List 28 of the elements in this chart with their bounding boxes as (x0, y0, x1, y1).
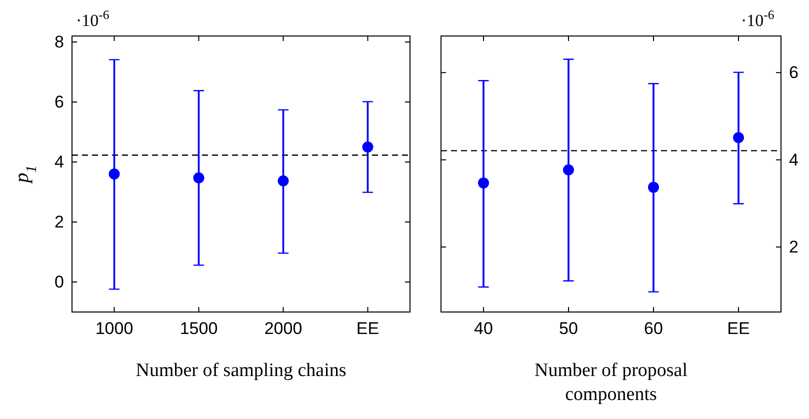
point (278, 175, 289, 186)
point (563, 164, 574, 176)
text: ·10$^{-6}$ (741, 8, 774, 30)
x-axis-title: Number of proposal components (534, 360, 688, 405)
point (362, 142, 374, 152)
x-tick-label: 1000 (95, 319, 134, 338)
y-tick-label: 4 (54, 152, 64, 172)
y2-tick-label: 6 (789, 63, 798, 82)
x-tick-label: 50 (559, 319, 578, 338)
text: ·10$^{-6}$ (76, 8, 110, 30)
point (648, 182, 659, 193)
x-tick-label: 40 (474, 319, 493, 338)
point (193, 172, 204, 184)
y-tick-label: 0 (54, 272, 64, 292)
x-tick-label: 60 (644, 319, 663, 338)
y2-tick-label: 2 (789, 237, 798, 256)
x-tick-label: EE (356, 319, 380, 338)
y-tick-label: 8 (54, 32, 64, 52)
point (733, 132, 744, 144)
x-tick-label: EE (727, 319, 750, 338)
x-tick-label: 2000 (264, 319, 302, 338)
y-tick-label: 6 (54, 92, 64, 112)
point (108, 168, 120, 180)
point (478, 177, 489, 188)
x-axis-title: Number of sampling chains (136, 360, 346, 381)
y-tick-label: 2 (54, 212, 64, 232)
y2-tick-label: 4 (789, 150, 798, 170)
x-tick-label: 1500 (180, 319, 218, 338)
